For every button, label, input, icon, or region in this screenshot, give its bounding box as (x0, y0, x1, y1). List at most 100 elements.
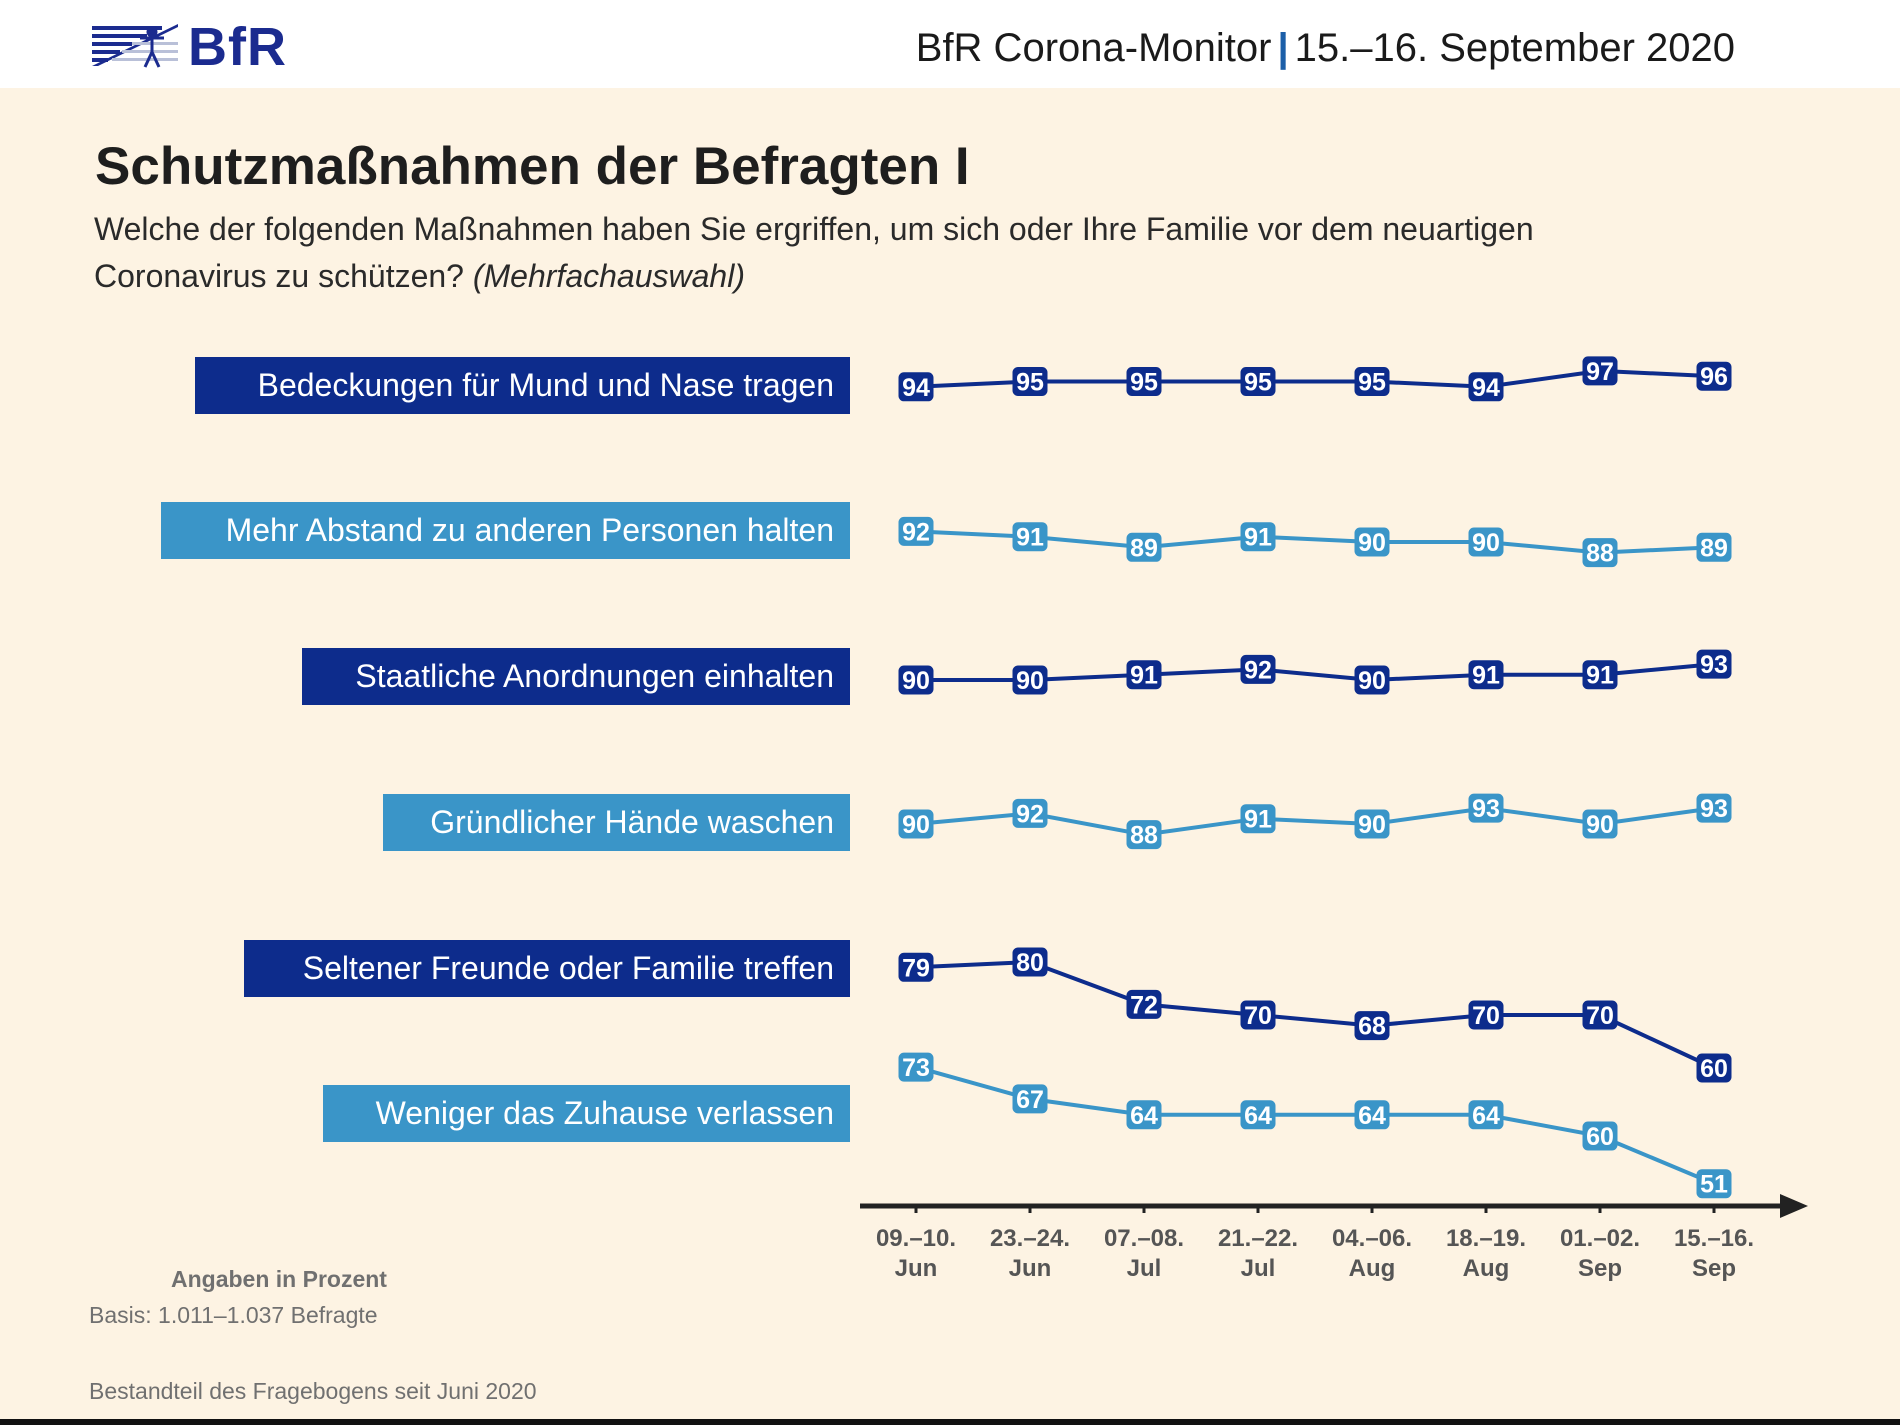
data-label: 70 (1244, 1002, 1272, 1030)
questionnaire-note: Bestandteil des Fragebogens seit Juni 20… (89, 1378, 537, 1404)
x-tick-label-month: Jun (895, 1255, 938, 1282)
x-tick-label-month: Sep (1692, 1255, 1736, 1282)
data-label: 90 (1358, 529, 1386, 557)
data-point: 93 (1696, 649, 1732, 679)
data-point-marker (1012, 367, 1048, 396)
data-point-marker (898, 809, 934, 839)
data-label: 80 (1016, 949, 1044, 977)
data-point-marker (1696, 793, 1732, 823)
data-point: 95 (1240, 367, 1276, 397)
question-line-2: Coronavirus zu schützen? (Mehrfachauswah… (94, 253, 1694, 300)
data-point: 64 (1468, 1100, 1504, 1130)
data-point-marker (1240, 1000, 1276, 1030)
data-label: 70 (1586, 1002, 1614, 1030)
question-mode-note: (Mehrfachauswahl) (472, 258, 745, 294)
data-label: 90 (1358, 811, 1386, 839)
series-line (916, 662, 1715, 683)
data-point: 88 (1582, 538, 1618, 568)
data-point-marker (1354, 1011, 1390, 1041)
data-point: 91 (1012, 522, 1048, 552)
data-point: 91 (1240, 522, 1276, 552)
data-point: 90 (898, 809, 934, 839)
bfr-logo-icon (92, 24, 178, 68)
data-point-marker (1354, 367, 1390, 396)
data-point-marker (1012, 665, 1048, 695)
data-point-marker (1354, 527, 1390, 557)
data-point: 73 (898, 1052, 934, 1082)
data-point-marker (898, 516, 934, 546)
data-point: 64 (1354, 1100, 1390, 1130)
series-label-stay-home: Weniger das Zuhause verlassen (323, 1085, 850, 1142)
data-point: 89 (1696, 532, 1732, 562)
data-point: 64 (1240, 1100, 1276, 1130)
data-point: 96 (1696, 361, 1732, 391)
series-label-distance: Mehr Abstand zu anderen Personen halten (161, 502, 850, 559)
data-label: 92 (902, 518, 930, 546)
data-point-marker (1582, 809, 1618, 839)
data-point-marker (1240, 367, 1276, 396)
header-title-date: 15.–16. September 2020 (1294, 26, 1735, 70)
data-point-marker (898, 372, 934, 402)
data-label: 60 (1700, 1055, 1728, 1083)
data-point: 93 (1468, 793, 1504, 823)
data-point: 90 (1012, 665, 1048, 695)
data-label: 64 (1472, 1102, 1500, 1130)
data-point-marker (1240, 522, 1276, 552)
series-label-hand-washing: Gründlicher Hände waschen (383, 794, 850, 851)
data-label: 91 (1586, 662, 1614, 690)
data-label: 95 (1016, 369, 1044, 397)
data-label: 64 (1130, 1102, 1158, 1130)
data-label: 72 (1130, 991, 1158, 1019)
x-tick-label-month: Jun (1009, 1255, 1052, 1282)
header-title: BfR Corona-Monitor | 15.–16. September 202… (916, 26, 1735, 71)
data-point: 88 (1126, 820, 1162, 850)
data-label: 95 (1358, 369, 1386, 397)
data-point: 97 (1582, 356, 1618, 386)
data-point-marker (1468, 1100, 1504, 1130)
data-point: 72 (1126, 989, 1162, 1019)
header-separator: | (1277, 26, 1289, 70)
question-line-2-text: Coronavirus zu schützen? (94, 258, 464, 294)
data-point-marker (1354, 665, 1390, 695)
data-point-marker (1126, 989, 1162, 1019)
data-point: 92 (898, 516, 934, 546)
x-tick-label-day: 07.–08. (1104, 1225, 1184, 1252)
data-point-marker (1468, 372, 1504, 402)
series-line (915, 959, 1715, 1070)
x-tick-label-month: Sep (1578, 1255, 1622, 1282)
data-label: 89 (1700, 534, 1728, 562)
series-line (915, 806, 1715, 837)
data-point-marker (1696, 361, 1732, 391)
data-point: 95 (1354, 367, 1390, 397)
data-point-marker (1696, 532, 1732, 562)
data-point-marker (1582, 1121, 1618, 1151)
data-point: 60 (1582, 1121, 1618, 1151)
data-label: 92 (1244, 656, 1272, 684)
data-point-marker (1126, 367, 1162, 396)
data-point: 70 (1240, 1000, 1276, 1030)
data-label: 91 (1244, 806, 1272, 834)
data-label: 51 (1700, 1171, 1728, 1199)
data-label: 90 (902, 667, 930, 695)
data-label: 67 (1016, 1086, 1044, 1114)
data-point: 90 (1354, 809, 1390, 839)
question-line-1: Welche der folgenden Maßnahmen haben Sie… (94, 211, 1534, 247)
data-point-marker (1468, 1000, 1504, 1030)
data-point: 91 (1582, 660, 1618, 690)
data-point-marker (1240, 804, 1276, 834)
data-label: 64 (1358, 1102, 1386, 1130)
data-point: 90 (1468, 527, 1504, 557)
x-tick-label-day: 01.–02. (1560, 1225, 1640, 1252)
data-point: 90 (1354, 665, 1390, 695)
data-label: 60 (1586, 1123, 1614, 1151)
series-label-meet-less: Seltener Freunde oder Familie treffen (244, 940, 850, 997)
data-point-marker (898, 952, 934, 982)
data-point-marker (1582, 1000, 1618, 1030)
data-point: 95 (1126, 367, 1162, 397)
x-tick-label-day: 23.–24. (990, 1225, 1070, 1252)
data-point: 90 (1354, 527, 1390, 557)
data-label: 89 (1130, 534, 1158, 562)
data-label: 90 (1358, 667, 1386, 695)
data-label: 90 (1586, 811, 1614, 839)
